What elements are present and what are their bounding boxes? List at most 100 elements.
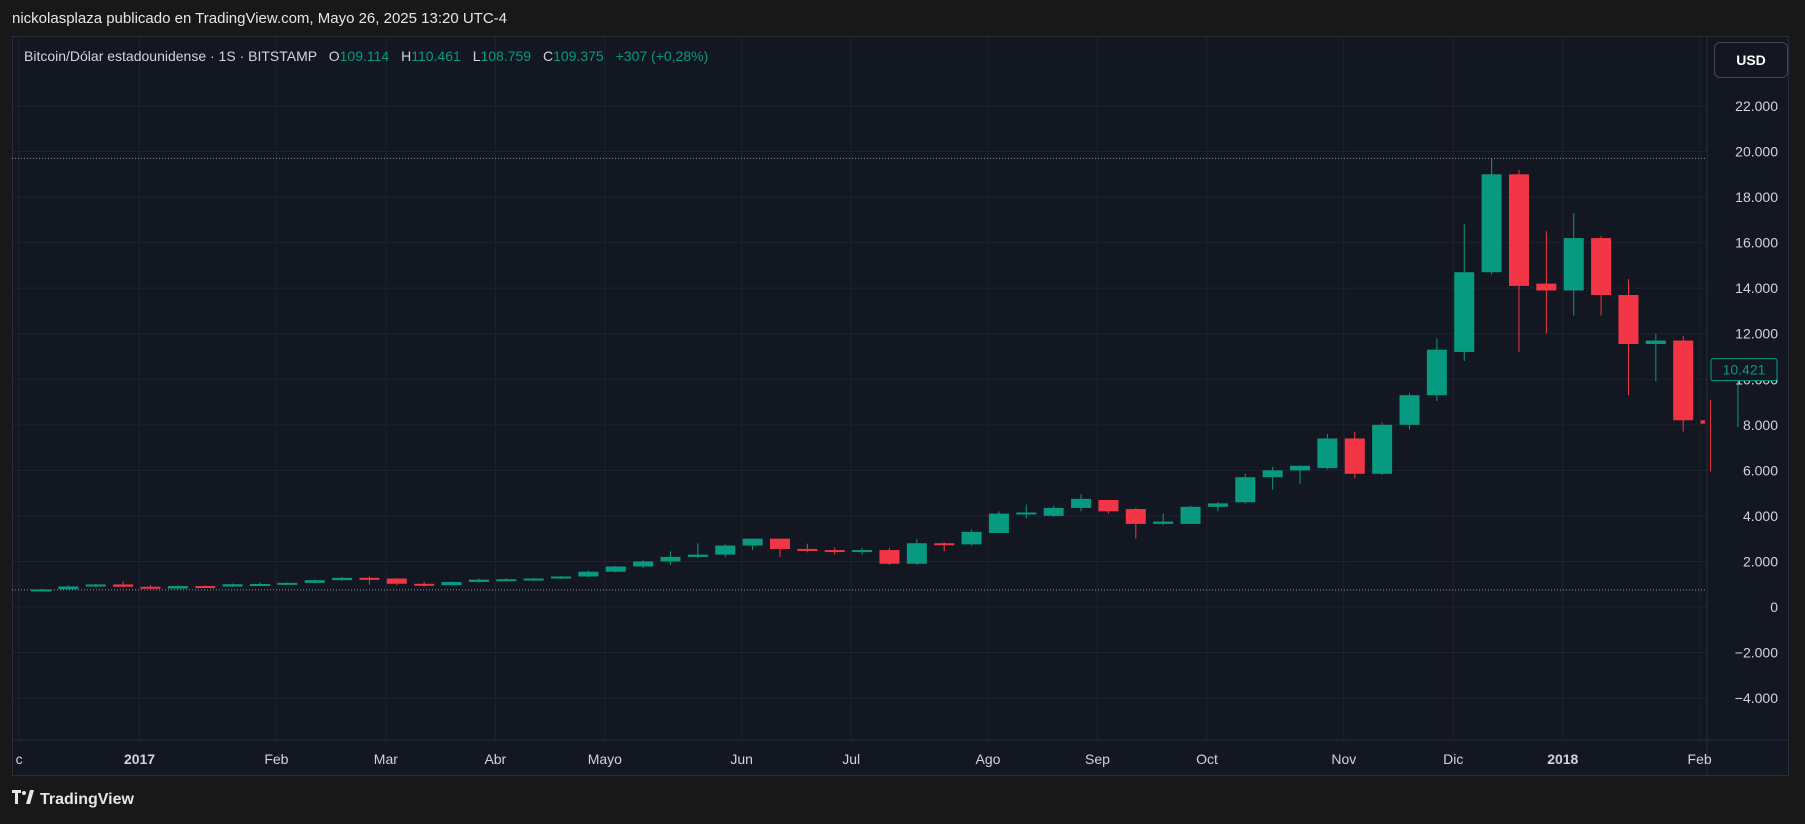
x-tick-label: Abr — [484, 751, 506, 767]
candle — [934, 542, 955, 552]
candle-body — [852, 550, 873, 553]
candle — [797, 543, 818, 553]
candle-body — [496, 579, 517, 582]
candle-body — [1591, 238, 1612, 296]
candle-body — [523, 578, 544, 581]
low-value: 108.759 — [480, 48, 532, 64]
candle-body — [1071, 498, 1092, 508]
candle-body — [934, 543, 955, 546]
candle — [1454, 224, 1475, 362]
price-lines — [12, 157, 1707, 591]
candle-body — [359, 577, 380, 580]
candle-body — [797, 548, 818, 551]
candle — [1043, 505, 1064, 518]
candle-body — [249, 583, 270, 586]
candle-body — [58, 586, 79, 590]
y-tick-label: −2.000 — [1735, 645, 1778, 661]
high-value: 110.461 — [411, 48, 461, 64]
candle-body — [386, 578, 407, 584]
x-tick-label: Mar — [374, 751, 398, 767]
candle-body — [742, 538, 763, 546]
x-tick-label: c — [16, 751, 23, 767]
candle — [578, 570, 599, 577]
candle — [332, 577, 353, 581]
candle — [468, 578, 489, 583]
candle-body — [660, 556, 681, 562]
candle-body — [1700, 420, 1705, 424]
candle — [633, 560, 654, 569]
close-value: 109.375 — [553, 48, 604, 64]
candle-body — [1563, 238, 1584, 291]
candle — [824, 547, 845, 555]
candle — [605, 566, 626, 573]
candle-body — [304, 580, 325, 583]
y-tick-label: 14.000 — [1735, 280, 1778, 296]
candle — [195, 585, 216, 589]
candle-body — [633, 561, 654, 567]
candle-body — [441, 581, 462, 586]
candle-body — [332, 577, 353, 581]
candle — [1700, 399, 1712, 472]
candle — [879, 547, 900, 565]
candle — [1098, 499, 1119, 514]
candle — [167, 585, 188, 590]
candle-body — [605, 566, 626, 572]
candle — [304, 579, 325, 584]
last-price-label: 10.421 — [1723, 362, 1766, 378]
candle — [1180, 505, 1201, 524]
candle-body — [1344, 438, 1365, 474]
candle — [1563, 213, 1584, 316]
candle-body — [1536, 283, 1557, 291]
candle — [1290, 465, 1311, 485]
last-price-box — [1710, 358, 1778, 382]
y-tick-label: 4.000 — [1743, 508, 1778, 524]
high-label: H — [401, 48, 412, 64]
candle — [961, 529, 982, 546]
candle-body — [167, 586, 188, 589]
candle-body — [1481, 174, 1502, 273]
candle-body — [277, 582, 298, 585]
candle-body — [222, 584, 243, 587]
candle — [1372, 422, 1393, 475]
y-tick-label: 20.000 — [1735, 144, 1778, 160]
candle-body — [1125, 509, 1146, 524]
candle — [1536, 231, 1557, 334]
candle-body — [1508, 174, 1529, 286]
candle-body — [1043, 507, 1064, 516]
candle — [1673, 336, 1694, 432]
candle-body — [1372, 424, 1393, 474]
candle — [715, 544, 736, 557]
candle — [85, 583, 106, 588]
candle-body — [1016, 512, 1037, 515]
candle-body — [769, 538, 790, 549]
candle — [1508, 169, 1529, 352]
candle-body — [824, 550, 845, 553]
currency-button[interactable]: USD — [1714, 42, 1788, 78]
candles — [31, 158, 1739, 592]
y-tick-label: 6.000 — [1743, 462, 1778, 478]
candle-body — [1235, 477, 1256, 503]
candle — [1125, 507, 1146, 539]
x-tick-label: Mayo — [588, 751, 622, 767]
candle — [140, 585, 161, 590]
candle-body — [715, 545, 736, 555]
candle-body — [468, 579, 489, 582]
candle-body — [1098, 499, 1119, 512]
open-label: O — [328, 48, 340, 64]
candle — [1235, 473, 1256, 504]
tradingview-logo-icon — [12, 790, 34, 809]
candle-body — [1262, 470, 1283, 478]
y-tick-label: 22.000 — [1735, 98, 1778, 114]
x-tick-label: Feb — [264, 751, 288, 767]
candle — [1153, 513, 1174, 526]
candle-body — [1290, 465, 1311, 471]
candle — [1591, 235, 1612, 316]
candle — [414, 581, 435, 587]
candle — [852, 547, 873, 555]
candle-body — [551, 576, 572, 579]
candle-body — [1399, 395, 1420, 425]
footer-brand[interactable]: TradingView — [12, 790, 134, 809]
last-price-marker: 10.421 — [1710, 358, 1778, 382]
candle — [742, 538, 763, 551]
